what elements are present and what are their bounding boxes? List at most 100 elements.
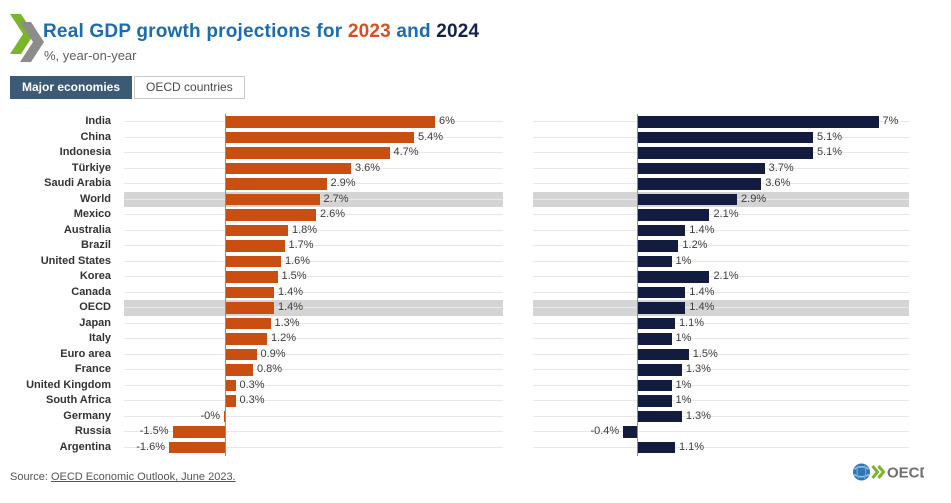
tab-major-economies[interactable]: Major economies — [10, 76, 133, 99]
chart-row: Italy 1.2% 1% — [0, 331, 909, 347]
bar-cell-2024: 1.3% — [533, 409, 909, 425]
row-gridline — [124, 229, 503, 231]
oecd-footer-logo: OECD — [852, 461, 931, 488]
bar-2024 — [637, 178, 762, 190]
value-label: 0.3% — [239, 394, 265, 406]
row-gridline — [124, 291, 503, 293]
view-tabs: Major economies OECD countries — [10, 76, 245, 99]
oecd-globe-icon: OECD — [853, 463, 931, 482]
row-gridline — [533, 214, 909, 215]
category-label: Korea — [79, 270, 111, 282]
value-label: 1.3% — [685, 363, 711, 375]
bar-2024 — [637, 348, 689, 360]
bar-cell-2024: 1.5% — [533, 347, 909, 363]
row-gridline — [124, 431, 503, 432]
category-label: Saudi Arabia — [44, 177, 111, 189]
source-link[interactable]: OECD Economic Outlook, June 2023. — [50, 471, 236, 483]
value-label: 1% — [675, 254, 692, 267]
row-gridline — [533, 338, 909, 339]
bar-2024 — [637, 224, 686, 236]
chart-row: Brazil 1.7% 1.2% — [0, 238, 909, 254]
category-label: Argentina — [59, 440, 111, 453]
title-and: and — [390, 21, 437, 42]
category-label: Indonesia — [59, 146, 111, 158]
row-gridline — [124, 415, 503, 417]
bar-cell-2024: 1.3% — [533, 362, 909, 378]
title-prefix: Real GDP growth projections for — [43, 21, 348, 42]
chart-row: Euro area 0.9% 1.5% — [0, 347, 909, 363]
value-label: 7% — [882, 115, 899, 127]
bar-2023 — [169, 441, 225, 453]
oecd-logo-text: OECD — [887, 465, 924, 482]
value-label: 0.9% — [260, 347, 286, 360]
bar-cell-2023: 0.3% — [124, 393, 503, 409]
chart-row: Canada 1.4% 1.4% — [0, 285, 909, 301]
bar-2024 — [637, 317, 675, 329]
category-label: World — [80, 192, 111, 205]
bar-2023 — [225, 193, 320, 205]
value-label: 0.8% — [257, 363, 283, 375]
value-label: 2.6% — [320, 208, 346, 220]
value-label: 5.1% — [816, 146, 843, 158]
bar-2024 — [637, 302, 686, 314]
bar-2024 — [637, 255, 672, 267]
bar-2024 — [637, 271, 710, 283]
chart-row: Germany -0% 1.3% — [0, 409, 909, 425]
value-label: 2.9% — [330, 177, 356, 189]
value-label: 1.3% — [274, 316, 300, 329]
source-prefix: Source: — [10, 471, 51, 483]
oecd-chevrons-logo — [10, 14, 44, 67]
bar-2024 — [637, 364, 682, 376]
bar-cell-2023: 1.6% — [124, 254, 503, 270]
bar-cell-2024: 2.1% — [533, 207, 909, 223]
chart-row: United Kingdom 0.3% 1% — [0, 378, 909, 394]
chart-row: Indonesia 4.7% 5.1% — [0, 145, 909, 161]
row-gridline — [533, 415, 909, 417]
bar-cell-2023: 2.6% — [124, 207, 503, 223]
chart-row: Saudi Arabia 2.9% 3.6% — [0, 176, 909, 192]
bar-2024 — [637, 209, 710, 221]
value-label: 1% — [675, 394, 692, 406]
bar-cell-2023: 1.2% — [124, 331, 503, 347]
bar-2023 — [225, 116, 435, 128]
chart-row: India 6% 7% — [0, 114, 909, 130]
bar-2023 — [225, 348, 257, 360]
bar-2024 — [637, 379, 672, 391]
bar-cell-2024: 1% — [533, 378, 909, 394]
row-gridline — [124, 353, 503, 355]
bar-2024 — [637, 131, 813, 143]
value-label: 1.2% — [271, 332, 297, 344]
row-gridline — [533, 229, 909, 231]
row-gridline — [533, 245, 909, 246]
chart-row: Japan 1.3% 1.1% — [0, 316, 909, 332]
bar-2024 — [637, 441, 675, 453]
value-label: 1.1% — [678, 316, 705, 329]
zero-axis-2024 — [637, 114, 638, 456]
category-label: Japan — [79, 316, 111, 329]
bar-cell-2023: 1.8% — [124, 223, 503, 239]
bar-2024 — [637, 116, 879, 128]
row-gridline — [124, 322, 503, 324]
chart-row: Argentina -1.6% 1.1% — [0, 440, 909, 456]
row-gridline — [533, 353, 909, 355]
bar-2023 — [225, 379, 236, 391]
row-gridline — [533, 307, 909, 308]
tab-oecd-countries[interactable]: OECD countries — [134, 76, 245, 99]
bar-cell-2024: 1.2% — [533, 238, 909, 254]
chart-row: Russia -1.5% -0.4% — [0, 424, 909, 440]
bar-2023 — [225, 364, 253, 376]
bar-cell-2023: 2.7% — [124, 191, 503, 207]
bar-2024 — [637, 333, 672, 345]
bar-2024 — [637, 193, 738, 205]
title-year-2024: 2024 — [436, 21, 480, 42]
value-label: 1.3% — [685, 409, 711, 422]
value-label: 1.5% — [692, 347, 718, 360]
page-title: Real GDP growth projections for 2023 and… — [43, 21, 479, 43]
bar-2024 — [637, 240, 679, 252]
row-gridline — [124, 338, 503, 339]
bar-cell-2024: -0.4% — [533, 424, 909, 440]
bar-cell-2024: 1.4% — [533, 300, 909, 316]
category-label: Germany — [63, 409, 111, 422]
bar-cell-2024: 7% — [533, 114, 909, 130]
value-label: 3.6% — [355, 161, 381, 174]
